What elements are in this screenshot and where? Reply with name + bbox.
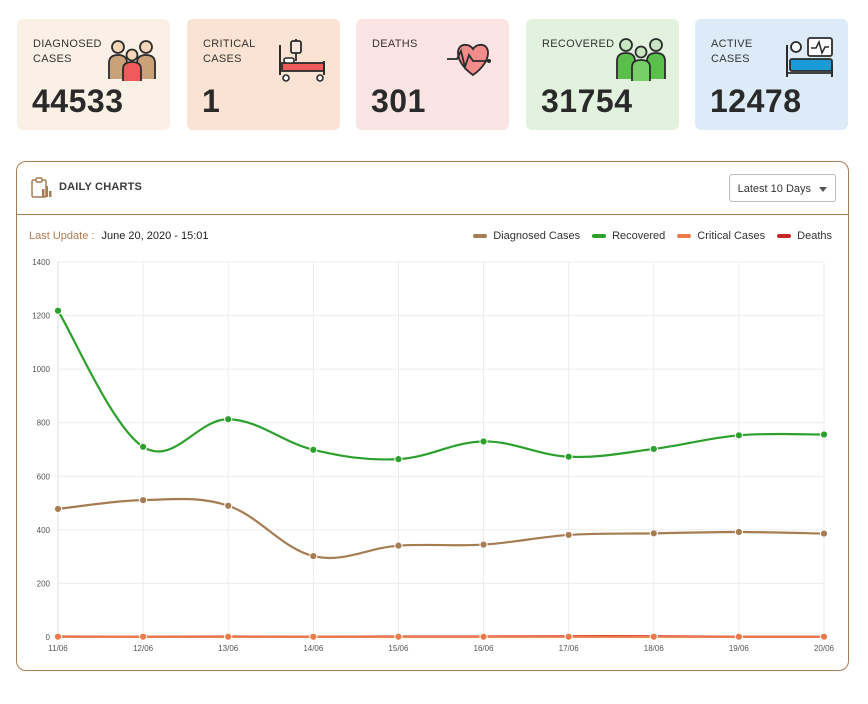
- data-point-critical-cases: [734, 632, 743, 641]
- card-active: Active Cases 12478: [695, 19, 848, 130]
- last-update: Last Update : June 20, 2020 - 15:01: [29, 230, 209, 242]
- data-point-diagnosed-cases: [224, 501, 233, 510]
- data-point-recovered: [564, 452, 573, 461]
- x-tick-label: 20/06: [814, 644, 835, 653]
- data-point-recovered: [819, 430, 829, 439]
- legend-label: Critical Cases: [697, 230, 766, 242]
- card-value: 44533: [32, 83, 124, 119]
- x-tick-label: 13/06: [218, 644, 239, 653]
- card-value: 301: [371, 83, 426, 119]
- healthy-people-icon: [616, 38, 666, 81]
- card-value: 31754: [541, 83, 633, 119]
- data-point-critical-cases: [479, 632, 488, 641]
- card-deaths: Deaths 301: [356, 19, 509, 130]
- card-value: 1: [202, 83, 221, 119]
- patient-monitor-icon: [786, 37, 833, 77]
- chart-legend: Diagnosed Cases Recovered Critical Cases…: [473, 230, 832, 242]
- y-tick-label: 200: [37, 579, 51, 588]
- range-dropdown[interactable]: Latest 10 Days: [728, 174, 836, 202]
- y-tick-label: 400: [37, 526, 51, 535]
- x-tick-label: 19/06: [729, 644, 750, 653]
- data-point-recovered: [224, 415, 233, 424]
- data-point-diagnosed-cases: [564, 530, 573, 540]
- chevron-down-icon: [819, 187, 827, 192]
- x-tick-label: 15/06: [388, 644, 409, 653]
- data-point-critical-cases: [649, 632, 658, 641]
- y-tick-label: 1200: [32, 312, 50, 321]
- last-update-label: Last Update :: [29, 230, 95, 242]
- legend-item-critical[interactable]: Critical Cases: [677, 230, 765, 242]
- legend-label: Recovered: [612, 230, 666, 242]
- x-tick-label: 18/06: [644, 644, 665, 653]
- legend-item-deaths[interactable]: Deaths: [777, 230, 832, 242]
- legend-label: Deaths: [797, 230, 832, 242]
- range-dropdown-label: Latest 10 Days: [737, 183, 811, 195]
- heartbeat-icon: [447, 44, 491, 77]
- clipboard-chart-icon: [31, 177, 52, 198]
- y-tick-label: 0: [46, 633, 51, 642]
- y-tick-label: 1400: [32, 258, 50, 267]
- daily-charts-panel: DAILY CHARTS Latest 10 Days Last Update …: [16, 161, 849, 671]
- data-point-critical-cases: [53, 632, 63, 641]
- data-point-diagnosed-cases: [139, 496, 148, 505]
- card-label: Deaths: [372, 38, 418, 50]
- data-point-diagnosed-cases: [53, 504, 63, 514]
- card-recovered: Recovered 31754: [526, 19, 679, 130]
- data-point-diagnosed-cases: [649, 529, 658, 538]
- line-chart: 0 200 400 600 800 1000 1200 1400 11/06 12/06 13/06…: [32, 258, 835, 653]
- x-tick-label: 12/06: [133, 644, 154, 653]
- y-tick-label: 600: [37, 472, 51, 481]
- data-point-recovered: [309, 445, 318, 454]
- data-point-recovered: [53, 306, 63, 315]
- card-diagnosed: Diagnosed Cases 44533: [17, 19, 170, 130]
- card-value: 12478: [710, 83, 802, 119]
- legend-swatch: [592, 234, 607, 238]
- legend-label: Diagnosed Cases: [493, 230, 581, 242]
- data-point-recovered: [649, 444, 658, 454]
- data-point-recovered: [139, 442, 148, 451]
- y-tick-label: 1000: [32, 365, 50, 374]
- legend-swatch: [777, 234, 792, 238]
- data-point-diagnosed-cases: [394, 541, 403, 550]
- data-point-diagnosed-cases: [309, 552, 318, 561]
- data-point-diagnosed-cases: [734, 527, 743, 537]
- data-point-critical-cases: [139, 632, 148, 641]
- data-point-diagnosed-cases: [479, 540, 488, 549]
- legend-item-diagnosed[interactable]: Diagnosed Cases: [473, 230, 580, 242]
- card-critical: Critical Cases 1: [187, 19, 340, 130]
- data-point-critical-cases: [394, 632, 403, 641]
- family-icon: [108, 40, 156, 81]
- data-point-critical-cases: [819, 632, 829, 641]
- data-point-recovered: [734, 431, 743, 440]
- legend-item-recovered[interactable]: Recovered: [592, 230, 665, 242]
- data-point-critical-cases: [224, 632, 233, 641]
- panel-header: DAILY CHARTS Latest 10 Days: [17, 162, 848, 215]
- card-label: Critical Cases: [203, 38, 256, 65]
- panel-title: DAILY CHARTS: [59, 181, 143, 193]
- data-point-critical-cases: [309, 632, 318, 641]
- data-point-recovered: [479, 437, 488, 446]
- card-label: Active Cases: [711, 38, 753, 65]
- x-tick-label: 14/06: [303, 644, 324, 653]
- legend-swatch: [473, 234, 488, 238]
- card-label: Recovered: [542, 38, 615, 50]
- hospital-bed-icon: [279, 39, 325, 82]
- data-point-diagnosed-cases: [819, 529, 829, 538]
- legend-swatch: [677, 234, 692, 238]
- x-tick-label: 17/06: [559, 644, 580, 653]
- series-line-recovered: [57, 310, 825, 461]
- data-point-recovered: [394, 455, 403, 464]
- data-point-critical-cases: [564, 632, 573, 641]
- last-update-value: June 20, 2020 - 15:01: [101, 230, 209, 242]
- x-tick-label: 16/06: [474, 644, 495, 653]
- x-tick-label: 11/06: [48, 644, 68, 653]
- series-line-diagnosed-cases: [57, 497, 825, 560]
- y-tick-label: 800: [37, 419, 51, 428]
- card-label: Diagnosed Cases: [33, 38, 102, 65]
